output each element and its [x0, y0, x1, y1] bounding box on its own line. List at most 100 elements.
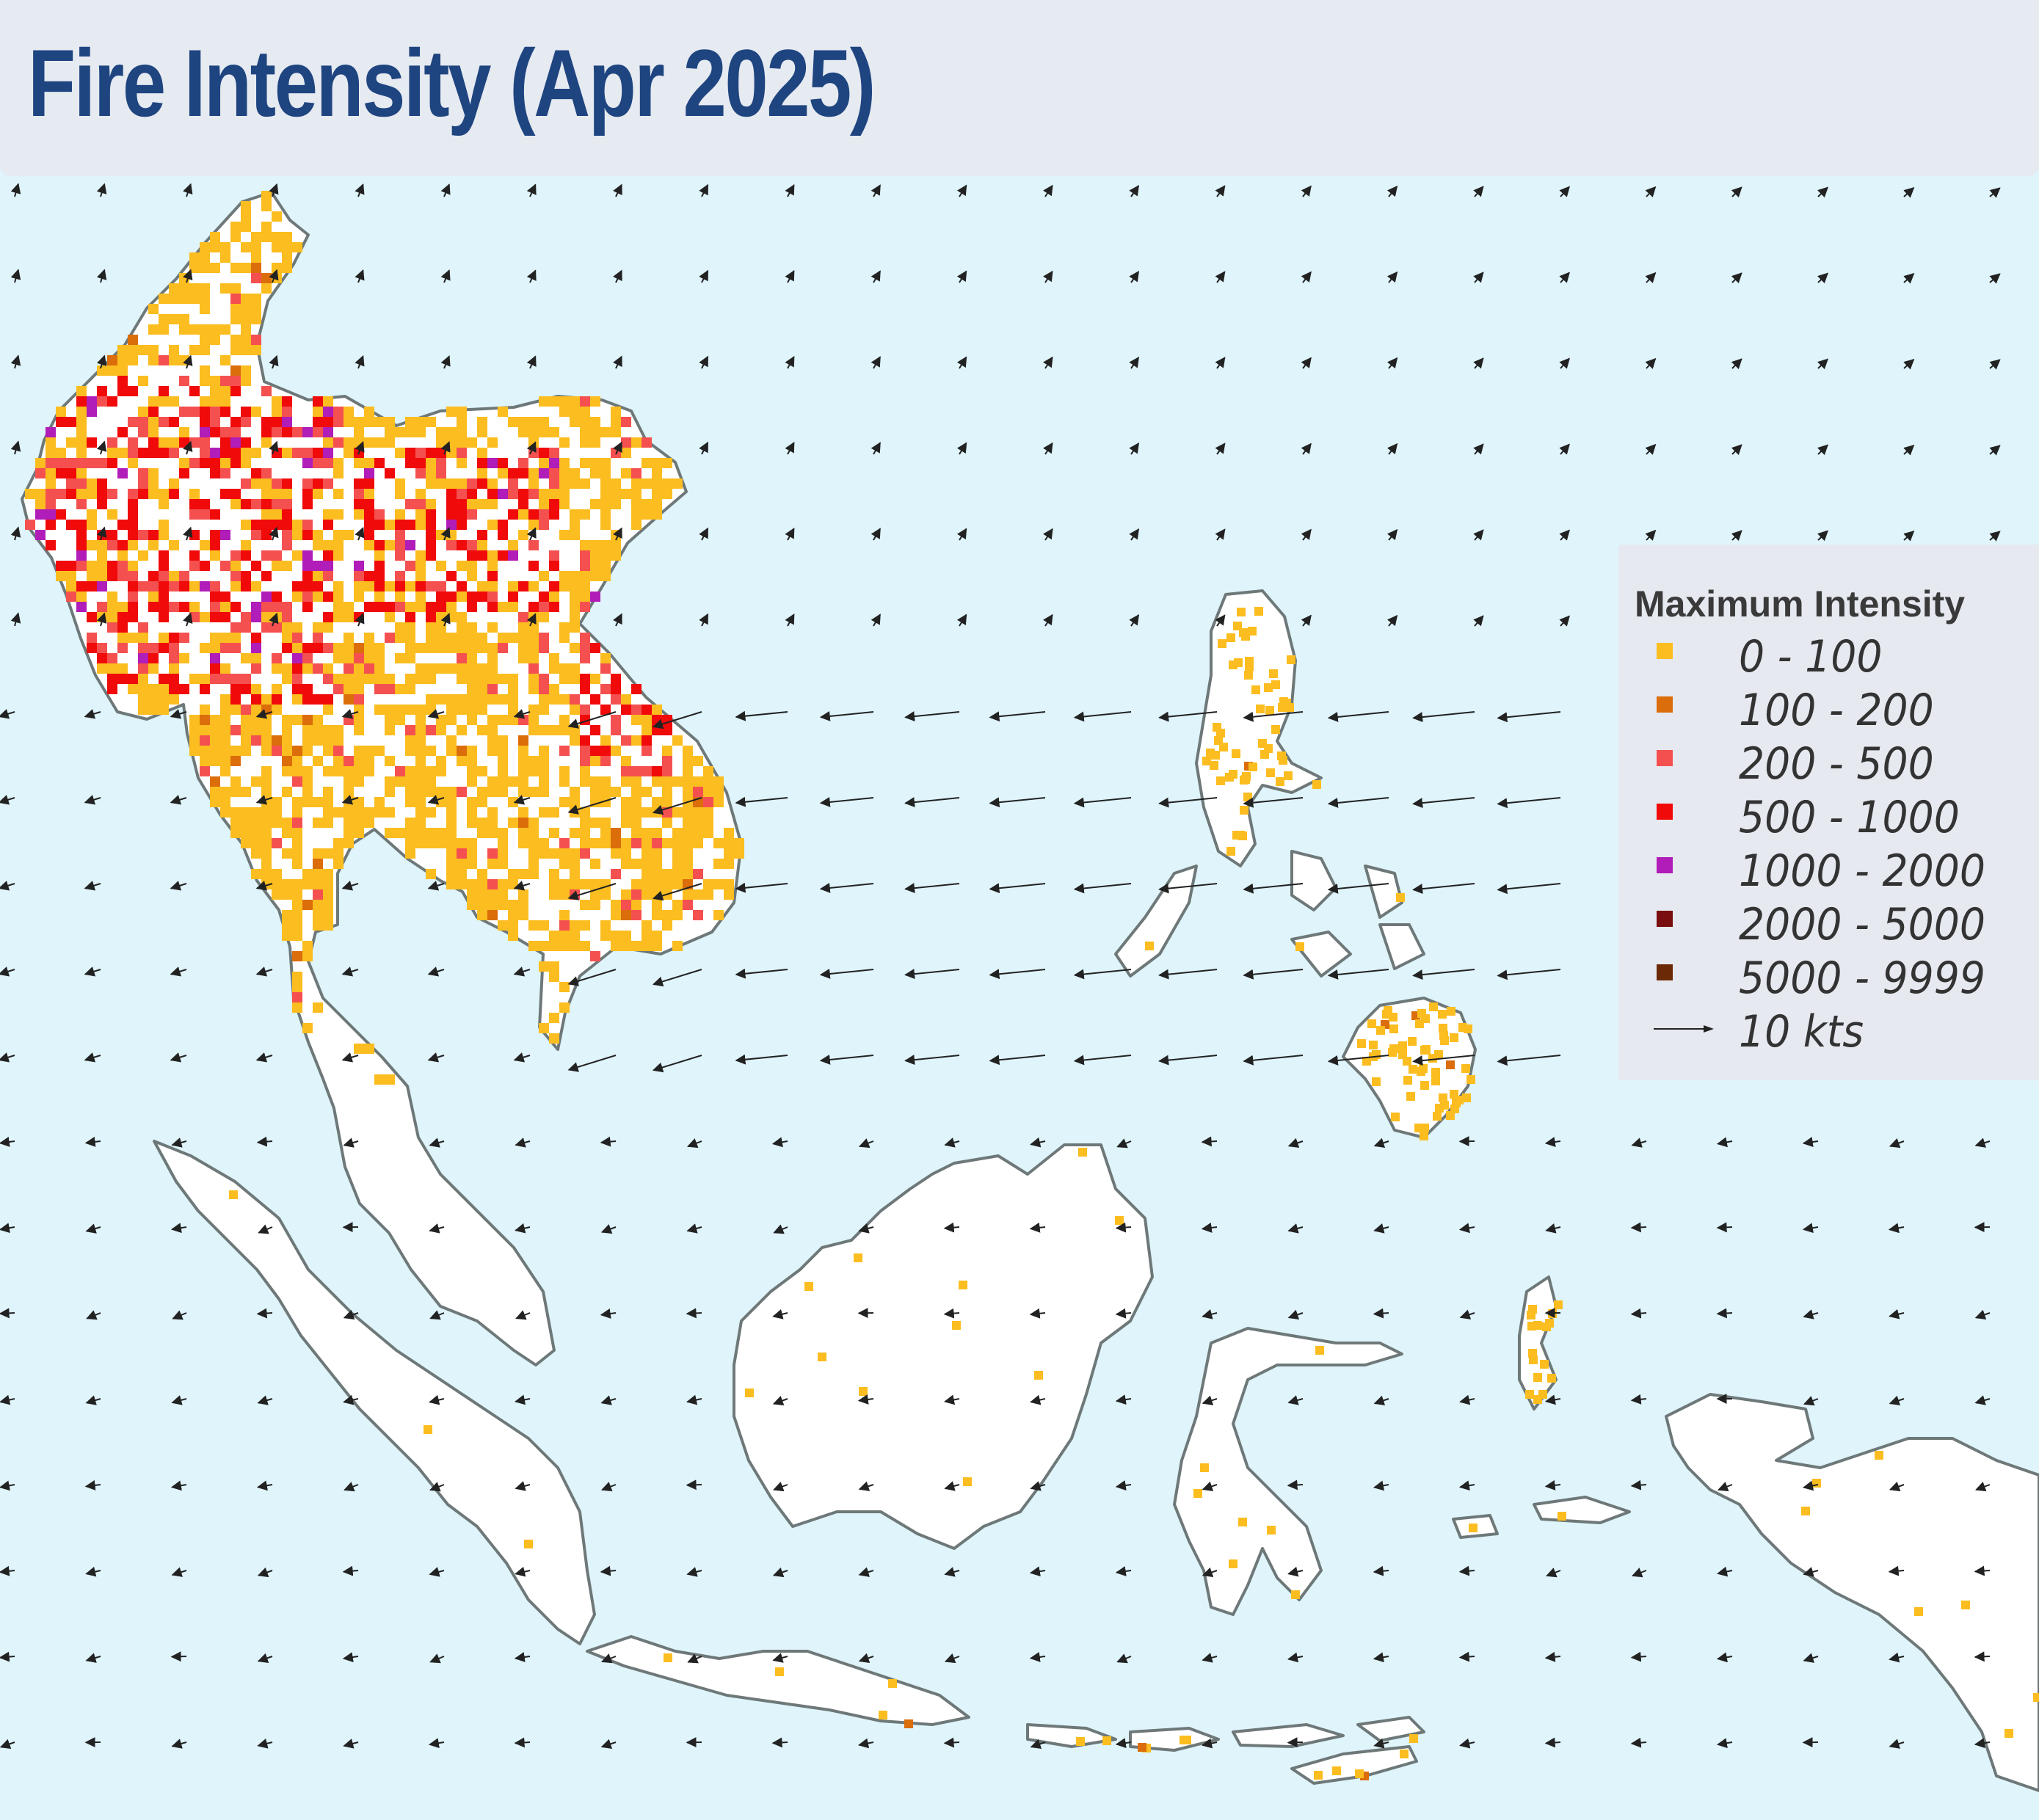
fire-pixel — [364, 1044, 374, 1054]
fire-pixel — [631, 807, 641, 818]
fire-pixel — [467, 540, 477, 550]
wind-arrow-icon — [355, 269, 365, 283]
fire-pixel — [292, 581, 302, 592]
fire-pixel — [302, 643, 313, 653]
fire-pixel — [46, 540, 56, 550]
fire-pixel — [621, 437, 631, 448]
fire-pixel — [621, 931, 631, 941]
fire-pixel — [1406, 1092, 1415, 1101]
fire-pixel — [148, 694, 159, 705]
fire-pixel — [641, 838, 652, 848]
wind-arrow-icon — [1497, 797, 1561, 809]
fire-pixel — [570, 396, 580, 407]
fire-pixel — [641, 705, 652, 715]
wind-arrow-icon — [255, 967, 273, 977]
fire-pixel — [508, 818, 518, 828]
fire-pixel — [641, 931, 652, 941]
fire-pixel — [528, 489, 539, 499]
fire-pixel — [683, 848, 693, 859]
fire-pixel — [590, 458, 600, 468]
fire-pixel — [590, 951, 600, 961]
fire-pixel — [734, 848, 744, 859]
wind-arrow-icon — [1129, 443, 1140, 455]
fire-pixel — [35, 468, 46, 478]
fire-pixel — [128, 561, 138, 571]
wind-arrow-icon — [1373, 1138, 1389, 1148]
fire-pixel — [107, 622, 117, 633]
wind-arrow-icon — [183, 354, 193, 369]
fire-pixel — [117, 643, 128, 653]
fire-pixel — [128, 592, 138, 602]
wind-arrow-icon — [514, 1737, 531, 1748]
fire-pixel — [467, 705, 477, 715]
fire-pixel — [251, 776, 261, 787]
fire-pixel — [364, 499, 374, 509]
fire-pixel — [251, 304, 261, 314]
wind-arrow-icon — [613, 613, 622, 627]
fire-pixel — [549, 550, 559, 561]
legend-item-2000-5000: 2000 - 5000 — [1657, 899, 2024, 950]
fire-pixel — [169, 345, 179, 355]
fire-pixel — [128, 571, 138, 581]
fire-pixel — [261, 489, 272, 499]
fire-pixel — [818, 1353, 826, 1361]
fire-pixel — [148, 530, 159, 540]
fire-pixel — [261, 776, 272, 787]
fire-pixel — [272, 663, 282, 674]
fire-pixel — [344, 766, 354, 776]
fire-pixel — [415, 520, 426, 530]
fire-pixel — [261, 807, 272, 818]
fire-pixel — [683, 787, 693, 797]
fire-pixel — [148, 581, 159, 592]
wind-arrow-icon — [567, 797, 617, 815]
fire-pixel — [713, 879, 724, 889]
fire-pixel — [528, 705, 539, 715]
fire-pixel — [1229, 770, 1237, 779]
fire-pixel — [426, 694, 436, 705]
fire-pixel — [97, 499, 107, 509]
fire-pixel — [518, 807, 528, 818]
fire-pixel — [518, 828, 528, 838]
fire-pixel — [210, 602, 220, 612]
fire-pixel — [395, 571, 405, 581]
fire-pixel — [241, 448, 251, 458]
fire-pixel — [457, 746, 467, 756]
wind-arrow-icon — [871, 442, 881, 455]
fire-pixel — [159, 592, 169, 602]
fire-pixel — [436, 468, 446, 478]
fire-pixel — [230, 776, 241, 787]
fire-pixel — [179, 376, 189, 386]
wind-arrow-icon — [1802, 1137, 1819, 1148]
wind-arrow-icon — [1202, 1738, 1218, 1749]
fire-pixel — [600, 478, 611, 489]
fire-pixel — [457, 478, 467, 489]
fire-pixel — [549, 684, 559, 694]
fire-pixel — [138, 674, 148, 684]
fire-pixel — [323, 879, 333, 889]
fire-pixel — [1428, 1054, 1437, 1063]
fire-pixel — [559, 478, 570, 489]
wind-arrow-icon — [1029, 1566, 1046, 1577]
fire-pixel — [230, 633, 241, 643]
fire-pixel — [559, 797, 570, 807]
fire-pixel — [313, 396, 323, 407]
fire-pixel — [230, 458, 241, 468]
wind-arrow-icon — [944, 1481, 960, 1491]
fire-pixel — [292, 900, 302, 910]
fire-pixel — [97, 571, 107, 581]
fire-pixel — [210, 427, 220, 437]
fire-pixel — [888, 1679, 897, 1688]
wind-arrow-icon — [1115, 1222, 1132, 1233]
fire-pixel — [323, 694, 333, 705]
legend-title: Maximum Intensity — [1635, 583, 1966, 625]
fire-pixel — [292, 242, 302, 252]
fire-pixel — [97, 581, 107, 592]
fire-pixel — [611, 684, 621, 694]
fire-pixel — [261, 735, 272, 746]
fire-pixel — [498, 715, 508, 725]
wind-arrow-icon — [269, 269, 279, 283]
fire-pixel — [251, 653, 261, 663]
fire-pixel — [487, 458, 498, 468]
legend-label: 200 - 500 — [1739, 738, 1934, 790]
fire-pixel — [611, 941, 621, 951]
